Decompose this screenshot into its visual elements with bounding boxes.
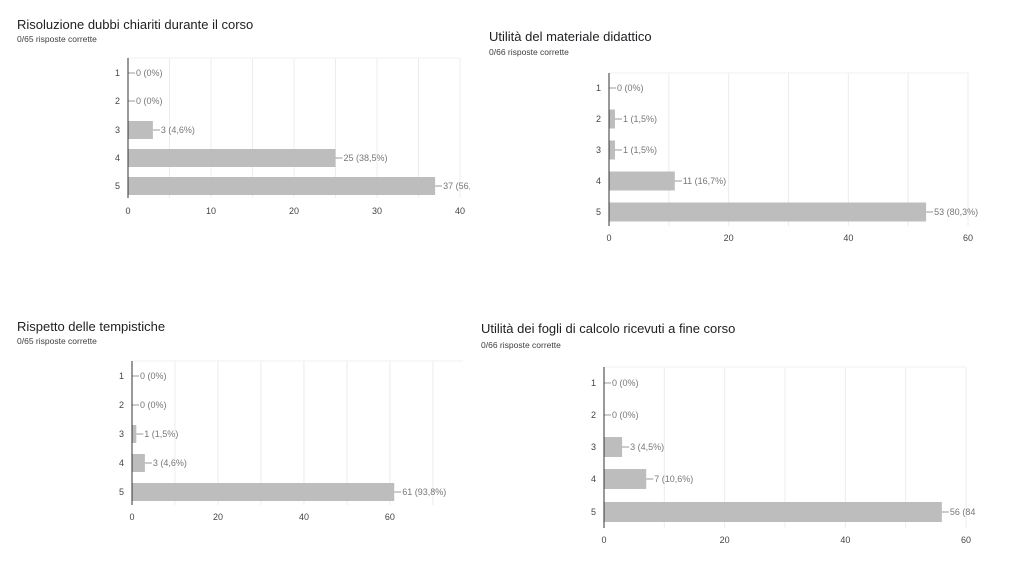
x-tick-label: 20 [720, 535, 730, 545]
category-label: 2 [596, 114, 601, 124]
chart-2-subtitle: 0/66 risposte corrette [489, 47, 569, 57]
x-tick-label: 40 [843, 233, 853, 243]
category-label: 5 [119, 487, 124, 497]
value-label: 3 (4,6%) [161, 125, 195, 135]
x-tick-label: 0 [601, 535, 606, 545]
value-label: 0 (0%) [136, 96, 163, 106]
category-label: 4 [119, 458, 124, 468]
value-label: 0 (0%) [136, 68, 163, 78]
bar [128, 177, 436, 195]
category-label: 4 [591, 474, 596, 484]
x-tick-label: 60 [385, 512, 395, 522]
chart-1-subtitle: 0/65 risposte corrette [17, 34, 97, 44]
value-label: 25 (38,5%) [344, 153, 388, 163]
category-label: 5 [596, 207, 601, 217]
chart-4-subtitle: 0/66 risposte corrette [481, 340, 561, 350]
value-label: 3 (4,5%) [630, 442, 664, 452]
value-label: 0 (0%) [612, 378, 639, 388]
category-label: 5 [115, 181, 120, 191]
value-label: 7 (10,6%) [654, 474, 693, 484]
bar [609, 140, 615, 160]
x-tick-label: 10 [206, 206, 216, 216]
value-label: 53 (80,3%) [934, 207, 978, 217]
value-label: 37 (56, [443, 181, 471, 191]
x-tick-label: 0 [606, 233, 611, 243]
category-label: 1 [115, 68, 120, 78]
category-label: 4 [115, 153, 120, 163]
x-tick-label: 20 [289, 206, 299, 216]
bar [128, 121, 153, 139]
category-label: 1 [119, 371, 124, 381]
x-tick-label: 0 [129, 512, 134, 522]
value-label: 3 (4,6%) [153, 458, 187, 468]
value-label: 1 (1,5%) [623, 145, 657, 155]
x-tick-label: 60 [961, 535, 971, 545]
bar [604, 469, 647, 489]
x-tick-label: 40 [299, 512, 309, 522]
x-tick-label: 20 [213, 512, 223, 522]
x-tick-label: 60 [963, 233, 973, 243]
value-label: 11 (16,7%) [683, 176, 726, 186]
value-label: 61 (93,8%) [402, 487, 446, 497]
bar [604, 437, 623, 457]
bar [132, 483, 395, 501]
category-label: 4 [596, 176, 601, 186]
chart-4-title: Utilità dei fogli di calcolo ricevuti a … [481, 321, 736, 336]
chart-1-title: Risoluzione dubbi chiariti durante il co… [17, 17, 254, 32]
value-label: 56 (84,8%) [950, 507, 994, 517]
value-label: 0 (0%) [140, 371, 167, 381]
category-label: 2 [115, 96, 120, 106]
bar [609, 171, 675, 191]
chart-3: 0 (0%) 0 (0%) 1 (1,5%) 3 (4,6%) 61 (93,8%) [132, 360, 463, 505]
chart-4: 0 (0%) 0 (0%) 3 (4,5%) 7 (10,6%) 56 (84,8%) [604, 366, 994, 528]
bar [128, 149, 336, 167]
value-label: 1 (1,5%) [144, 429, 178, 439]
chart-3-title: Rispetto delle tempistiche [17, 319, 166, 334]
chart-2: 0 (0%) 1 (1,5%) 1 (1,5%) 11 (16,7%) 53 (80,3… [609, 72, 978, 226]
bar [609, 202, 927, 222]
x-tick-label: 40 [455, 206, 465, 216]
bar [132, 454, 145, 472]
category-label: 2 [119, 400, 124, 410]
bar [132, 425, 137, 443]
bar [604, 502, 942, 522]
x-tick-label: 20 [724, 233, 734, 243]
chart-2-title: Utilità del materiale didattico [489, 29, 652, 44]
category-label: 1 [591, 378, 596, 388]
chart-1: 0 (0%) 0 (0%) 3 (4,6%) 25 (38,5%) 37 (56, [128, 57, 471, 198]
x-tick-label: 30 [372, 206, 382, 216]
x-tick-label: 0 [125, 206, 130, 216]
category-label: 3 [591, 442, 596, 452]
category-label: 1 [596, 83, 601, 93]
value-label: 0 (0%) [617, 83, 644, 93]
x-tick-label: 40 [840, 535, 850, 545]
category-label: 3 [115, 125, 120, 135]
category-label: 3 [119, 429, 124, 439]
category-label: 3 [596, 145, 601, 155]
value-label: 0 (0%) [612, 410, 639, 420]
category-label: 2 [591, 410, 596, 420]
chart-3-subtitle: 0/65 risposte corrette [17, 336, 97, 346]
bar [609, 109, 615, 129]
category-label: 5 [591, 507, 596, 517]
value-label: 1 (1,5%) [623, 114, 657, 124]
value-label: 0 (0%) [140, 400, 167, 410]
